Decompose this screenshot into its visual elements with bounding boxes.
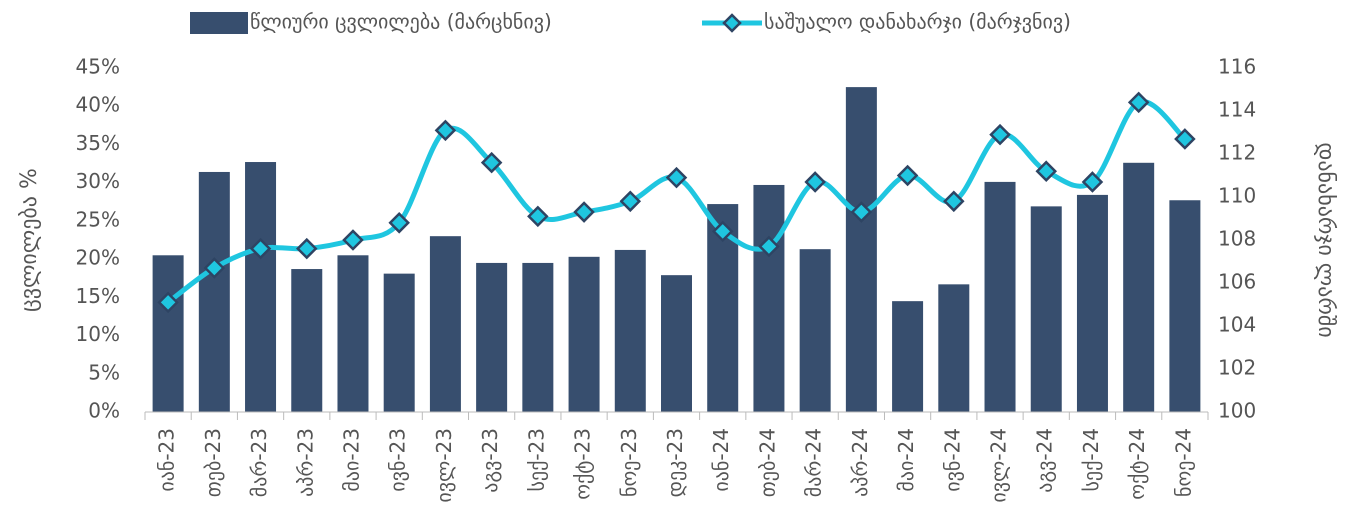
bar (753, 184, 785, 412)
bar (522, 262, 554, 412)
marker (1035, 160, 1058, 182)
bar (892, 301, 924, 412)
x-tick-label: მაი-23 (339, 428, 363, 492)
x-tick-label: დეკ-23 (663, 428, 687, 497)
bar (984, 181, 1016, 412)
x-tick-label: ივლ-23 (432, 428, 456, 503)
x-tick-label: ნოე-23 (617, 428, 641, 497)
x-tick-label: ივლ-24 (987, 428, 1011, 503)
marker (342, 229, 364, 251)
x-tick-label: აგვ-24 (1033, 428, 1057, 493)
marker (665, 166, 688, 189)
y-tick-label: 20% (76, 246, 120, 270)
y-tick-label: 0% (88, 399, 120, 423)
marker (804, 171, 826, 193)
marker (388, 212, 410, 234)
marker (943, 190, 965, 213)
bar (1030, 206, 1062, 412)
marker (896, 164, 919, 187)
y-tick-label: 45% (76, 55, 120, 79)
marker (758, 235, 780, 258)
x-tick-label: ოქტ-23 (571, 428, 595, 500)
legend-label: საშუალო დანახარჯი (მარჯვნივ) (764, 10, 1071, 34)
bar (938, 284, 970, 412)
marker (249, 237, 272, 260)
bar (152, 255, 184, 412)
legend-swatch (190, 12, 248, 34)
y2-tick-label: 108 (1218, 227, 1256, 251)
x-tick-label: აგვ-23 (478, 428, 502, 493)
bar (614, 249, 646, 412)
marker (527, 205, 549, 228)
marker (1174, 128, 1196, 150)
marker (1127, 91, 1150, 114)
x-tick-label: თებ-24 (755, 428, 779, 497)
marker (989, 123, 1011, 146)
y2-tick-label: 106 (1218, 270, 1256, 294)
y-axis-title: ცვლილება % (17, 168, 42, 312)
y-tick-label: 40% (76, 93, 120, 117)
x-tick-label: მაი-24 (894, 428, 918, 492)
x-tick-label: აპრ-23 (293, 428, 317, 497)
legend-swatch (722, 13, 742, 33)
y-tick-label: 5% (88, 360, 120, 384)
bar (429, 236, 461, 412)
x-tick-label: სექ-24 (1079, 428, 1103, 492)
y2-tick-label: 102 (1218, 356, 1256, 380)
x-tick-label: ივნ-24 (940, 428, 964, 492)
x-tick-label: ოქტ-24 (1125, 428, 1149, 500)
bar (661, 275, 692, 412)
y2-axis-title: დანახარჯი ლარში (1313, 142, 1338, 337)
y-tick-label: 35% (76, 131, 120, 155)
y-tick-label: 25% (76, 207, 120, 231)
marker (434, 119, 457, 142)
y2-tick-label: 112 (1218, 141, 1256, 165)
x-tick-label: სექ-23 (524, 428, 548, 492)
y-tick-label: 10% (76, 322, 120, 346)
bar (1169, 200, 1201, 412)
bar (337, 255, 369, 412)
marker (480, 151, 503, 174)
x-tick-label: აპრ-24 (848, 428, 872, 497)
bar (291, 269, 323, 412)
bar (383, 273, 415, 412)
bar (845, 87, 877, 412)
marker (573, 201, 595, 223)
y2-tick-label: 100 (1218, 399, 1256, 423)
marker (295, 237, 318, 260)
x-tick-label: მარ-23 (247, 428, 271, 497)
y-tick-label: 15% (76, 284, 120, 308)
x-tick-label: იან-23 (155, 428, 179, 492)
bar (799, 249, 831, 412)
marker (711, 220, 734, 243)
bar (1123, 162, 1155, 412)
x-tick-label: მარ-24 (802, 428, 826, 497)
bar (245, 162, 277, 412)
x-tick-label: ივნ-23 (386, 428, 410, 492)
marker (1081, 171, 1104, 193)
bar (198, 171, 230, 412)
x-tick-label: იან-24 (709, 428, 733, 492)
y2-tick-label: 114 (1218, 98, 1256, 122)
bar (568, 256, 600, 412)
x-tick-label: თებ-23 (201, 428, 225, 497)
y2-tick-label: 104 (1218, 313, 1256, 337)
marker (850, 201, 873, 223)
x-tick-label: ნოე-24 (1171, 428, 1195, 497)
legend-label: წლიური ცვლილება (მარცხნივ) (250, 10, 552, 34)
bar (1076, 194, 1108, 412)
y2-tick-label: 110 (1218, 184, 1256, 208)
y2-tick-label: 116 (1218, 55, 1256, 79)
bar (476, 262, 508, 412)
marker (203, 257, 226, 279)
marker (619, 190, 642, 213)
y-tick-label: 30% (76, 169, 120, 193)
marker (157, 291, 179, 314)
